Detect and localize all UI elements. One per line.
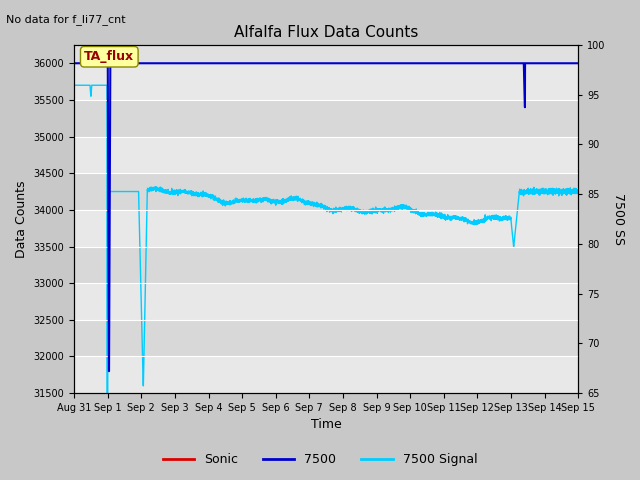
Bar bbox=[74, 247, 578, 283]
Bar bbox=[74, 100, 578, 137]
Title: Alfalfa Flux Data Counts: Alfalfa Flux Data Counts bbox=[234, 24, 419, 39]
Bar bbox=[74, 283, 578, 320]
Bar bbox=[74, 63, 578, 100]
Bar bbox=[74, 173, 578, 210]
Bar bbox=[74, 137, 578, 173]
Y-axis label: 7500 SS: 7500 SS bbox=[612, 193, 625, 245]
Bar bbox=[74, 320, 578, 357]
Y-axis label: Data Counts: Data Counts bbox=[15, 180, 28, 258]
Text: TA_flux: TA_flux bbox=[84, 50, 134, 63]
Legend: Sonic, 7500, 7500 Signal: Sonic, 7500, 7500 Signal bbox=[158, 448, 482, 471]
Text: No data for f_li77_cnt: No data for f_li77_cnt bbox=[6, 14, 126, 25]
Bar bbox=[74, 357, 578, 393]
X-axis label: Time: Time bbox=[311, 419, 342, 432]
Bar bbox=[74, 210, 578, 247]
